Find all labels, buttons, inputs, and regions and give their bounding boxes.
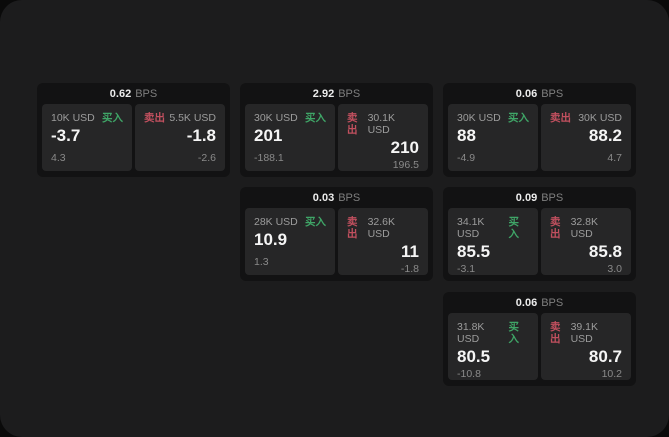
bps-header: 0.03 BPS: [240, 187, 433, 208]
sell-side-label: 卖出: [144, 112, 165, 124]
buy-panel[interactable]: 30K USD 买入 201 -188.1: [245, 104, 335, 171]
buy-delta: -4.9: [457, 152, 476, 164]
sell-size: 30K USD: [578, 112, 622, 124]
bps-value: 0.09: [515, 192, 538, 204]
sell-delta: 3.0: [607, 263, 622, 275]
sell-panel[interactable]: 卖出 39.1K USD 80.7 10.2: [541, 313, 631, 380]
sell-panel[interactable]: 卖出 30.1K USD 210 196.5: [338, 104, 428, 171]
sell-side-label: 卖出: [347, 216, 358, 240]
buy-side-label: 买入: [508, 321, 519, 345]
sell-price: 88.2: [588, 126, 622, 145]
buy-price: 85.5: [457, 242, 491, 261]
buy-panel[interactable]: 30K USD 买入 88 -4.9: [448, 104, 538, 171]
bps-unit-label: BPS: [541, 88, 564, 100]
bps-value: 0.06: [515, 297, 538, 309]
bps-value: 0.62: [109, 88, 132, 100]
buy-delta: -188.1: [254, 152, 284, 164]
buy-panel[interactable]: 28K USD 买入 10.9 1.3: [245, 208, 335, 275]
sell-size: 39.1K USD: [570, 321, 599, 345]
sell-delta: -1.8: [400, 263, 419, 275]
sell-delta: 196.5: [392, 159, 419, 171]
buy-price: 88: [457, 126, 476, 145]
buy-price: 10.9: [254, 230, 288, 249]
buy-size: 28K USD: [254, 216, 298, 228]
bps-unit-label: BPS: [338, 192, 361, 204]
sell-price: 80.7: [588, 347, 622, 366]
sell-panel[interactable]: 卖出 32.8K USD 85.8 3.0: [541, 208, 631, 275]
quote-card-4[interactable]: 0.03 BPS 28K USD 买入 10.9 1.3 卖出 32.6K USD…: [240, 187, 433, 281]
bps-header: 0.62 BPS: [37, 83, 230, 104]
bps-header: 2.92 BPS: [240, 83, 433, 104]
sell-panel[interactable]: 卖出 5.5K USD -1.8 -2.6: [135, 104, 225, 171]
sell-price: 11: [401, 242, 419, 261]
buy-panel[interactable]: 10K USD 买入 -3.7 4.3: [42, 104, 132, 171]
buy-size: 10K USD: [51, 112, 95, 124]
bps-header: 0.09 BPS: [443, 187, 636, 208]
sell-size: 5.5K USD: [169, 112, 216, 124]
quote-card-6[interactable]: 0.06 BPS 31.8K USD 买入 80.5 -10.8 卖出 39.1K…: [443, 292, 636, 386]
sell-delta: 4.7: [607, 152, 622, 164]
buy-price: 80.5: [457, 347, 491, 366]
sell-price: -1.8: [186, 126, 216, 145]
buy-side-label: 买入: [102, 112, 123, 124]
sell-size: 30.1K USD: [367, 112, 396, 136]
buy-panel[interactable]: 34.1K USD 买入 85.5 -3.1: [448, 208, 538, 275]
buy-side-label: 买入: [508, 216, 519, 240]
bps-unit-label: BPS: [338, 88, 361, 100]
buy-price: 201: [254, 126, 283, 145]
bps-value: 2.92: [312, 88, 335, 100]
buy-delta: 4.3: [51, 152, 66, 164]
quote-card-3[interactable]: 0.06 BPS 30K USD 买入 88 -4.9 卖出 30K USD 88…: [443, 83, 636, 177]
buy-size: 30K USD: [254, 112, 298, 124]
quote-card-5[interactable]: 0.09 BPS 34.1K USD 买入 85.5 -3.1 卖出 32.8K …: [443, 187, 636, 281]
buy-size: 31.8K USD: [457, 321, 485, 345]
sell-price: 210: [390, 138, 419, 157]
bps-value: 0.03: [312, 192, 335, 204]
buy-panel[interactable]: 31.8K USD 买入 80.5 -10.8: [448, 313, 538, 380]
bps-unit-label: BPS: [541, 297, 564, 309]
buy-side-label: 买入: [305, 216, 326, 228]
buy-price: -3.7: [51, 126, 81, 145]
buy-side-label: 买入: [305, 112, 326, 124]
sell-price: 85.8: [588, 242, 622, 261]
sell-side-label: 卖出: [347, 112, 358, 136]
buy-size: 30K USD: [457, 112, 501, 124]
buy-delta: -3.1: [457, 263, 476, 275]
buy-delta: -10.8: [457, 368, 481, 380]
sell-panel[interactable]: 卖出 32.6K USD 11 -1.8: [338, 208, 428, 275]
bps-unit-label: BPS: [135, 88, 158, 100]
bps-unit-label: BPS: [541, 192, 564, 204]
sell-size: 32.8K USD: [570, 216, 599, 240]
sell-panel[interactable]: 卖出 30K USD 88.2 4.7: [541, 104, 631, 171]
buy-side-label: 买入: [508, 112, 529, 124]
buy-delta: 1.3: [254, 256, 269, 268]
bps-value: 0.06: [515, 88, 538, 100]
quote-card-2[interactable]: 2.92 BPS 30K USD 买入 201 -188.1 卖出 30.1K U…: [240, 83, 433, 177]
sell-side-label: 卖出: [550, 321, 561, 345]
sell-side-label: 卖出: [550, 112, 571, 124]
sell-delta: -2.6: [197, 152, 216, 164]
sell-delta: 10.2: [601, 368, 622, 380]
sell-size: 32.6K USD: [367, 216, 396, 240]
quote-card-1[interactable]: 0.62 BPS 10K USD 买入 -3.7 4.3 卖出 5.5K USD …: [37, 83, 230, 177]
bps-header: 0.06 BPS: [443, 83, 636, 104]
buy-size: 34.1K USD: [457, 216, 485, 240]
sell-side-label: 卖出: [550, 216, 561, 240]
bps-header: 0.06 BPS: [443, 292, 636, 313]
